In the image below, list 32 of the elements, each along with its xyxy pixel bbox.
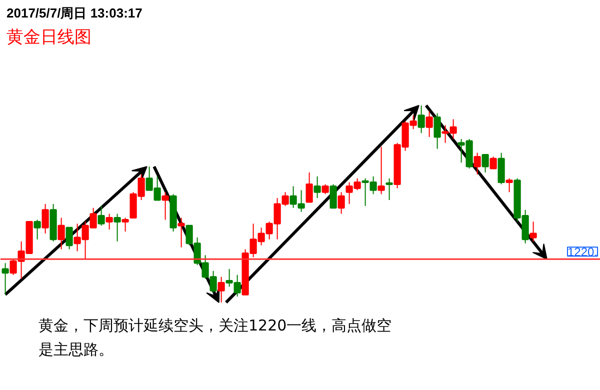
candlestick [322, 184, 329, 195]
candlestick [434, 112, 441, 150]
candlestick [218, 276, 225, 303]
candlestick [34, 219, 41, 240]
candlestick [178, 217, 185, 248]
candlestick [418, 104, 425, 134]
candlestick [306, 172, 313, 203]
candlestick [474, 152, 481, 175]
candlestick [426, 110, 433, 138]
chart-title: 2017/5/7/周日 13:03:17 [6, 6, 142, 20]
candlestick [114, 213, 121, 242]
candlestick [42, 203, 49, 234]
candlestick [66, 226, 73, 250]
candlestick [338, 192, 345, 214]
candlestick [490, 156, 497, 170]
candlestick [378, 146, 385, 195]
candlestick [330, 184, 337, 209]
candlestick [58, 217, 65, 250]
candlestick [162, 192, 169, 220]
candlestick [106, 213, 113, 230]
candlestick [122, 217, 129, 232]
candlestick [530, 221, 537, 242]
annotation: 1220. [568, 245, 598, 260]
candlestick [498, 152, 505, 185]
candlestick [2, 262, 9, 296]
text: 黄金，下周预计延续空头，关注1220一线，高点做空是主思路。 [38, 316, 392, 358]
candlestick [386, 178, 393, 201]
candlestick [98, 205, 105, 226]
candlestick [482, 154, 489, 173]
chart-subtitle: 黄金日线图 [6, 28, 92, 48]
candlestick [506, 178, 513, 193]
candlestick [314, 176, 321, 199]
